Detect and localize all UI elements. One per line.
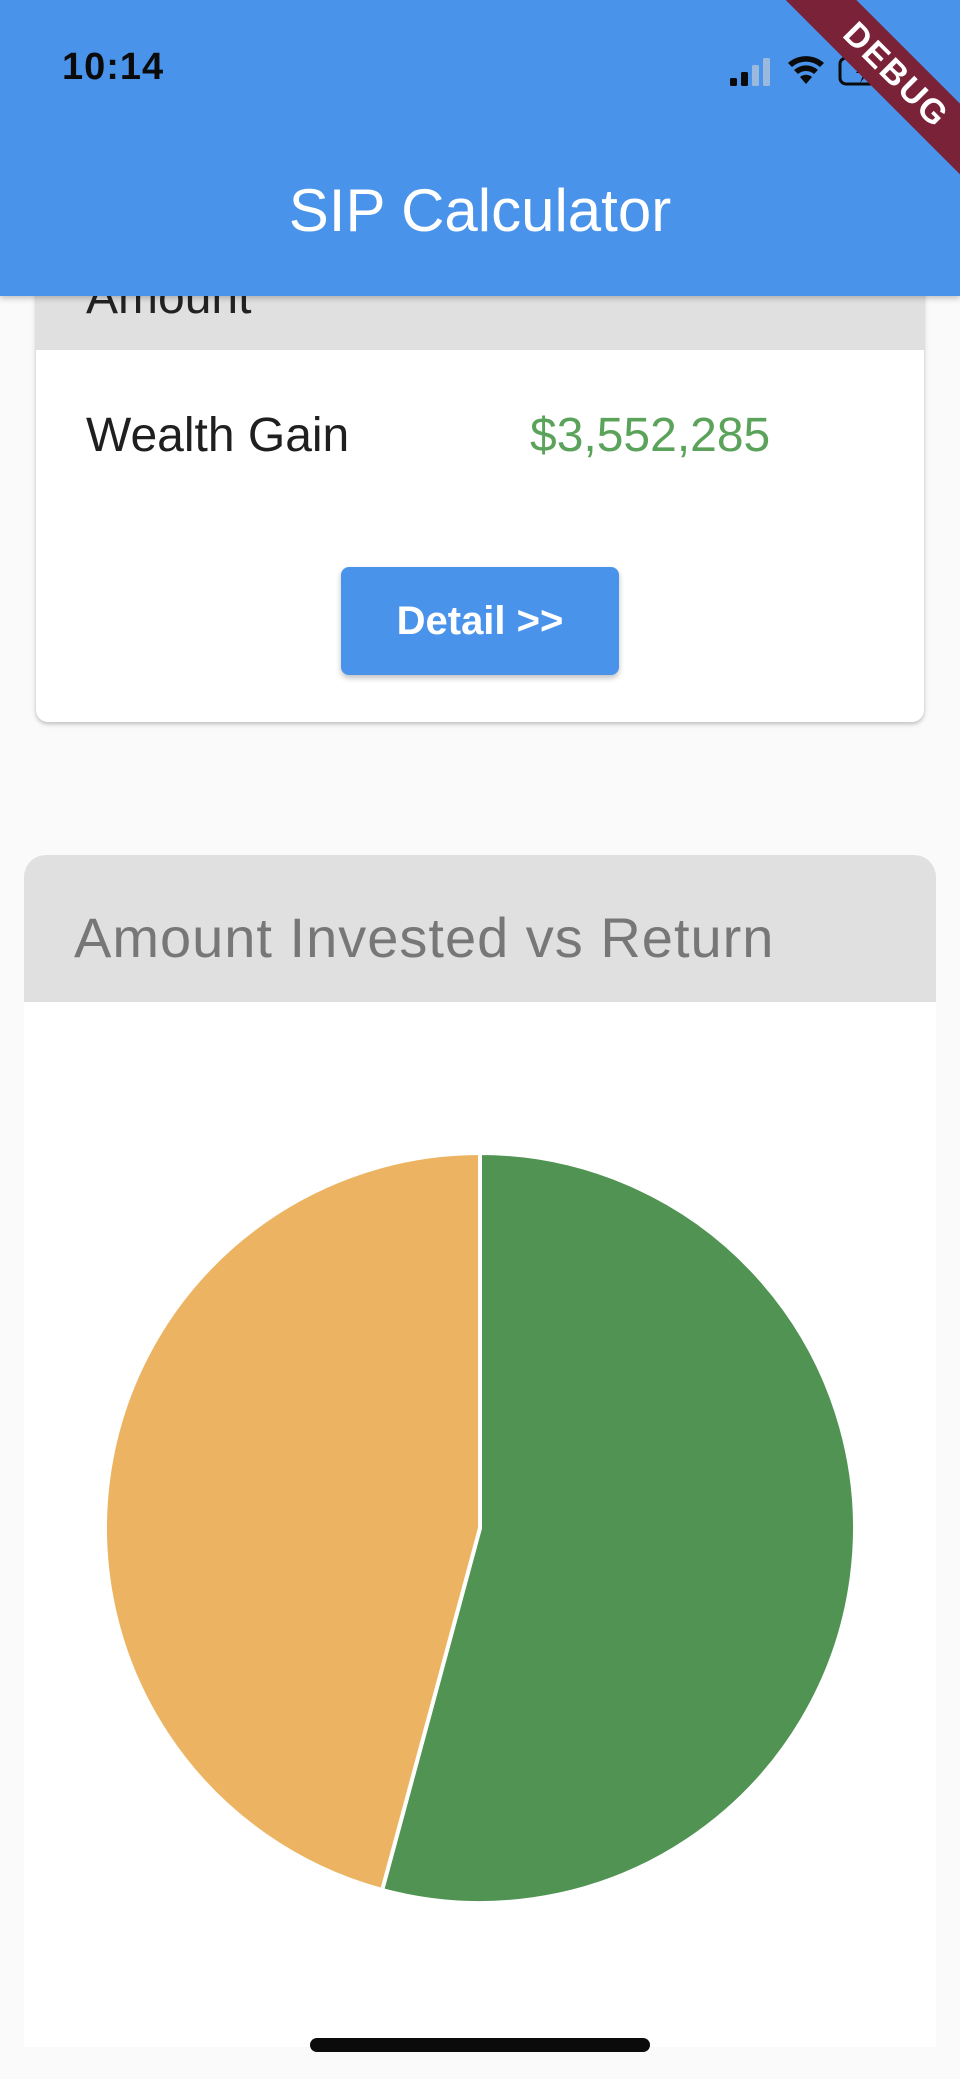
pie-chart: [103, 1151, 857, 1905]
wealth-gain-value: $3,552,285: [530, 409, 771, 462]
app-bar: 10:14 SIP Calculator: [0, 0, 960, 296]
detail-button[interactable]: Detail >>: [341, 567, 619, 675]
debug-label: DEBUG: [772, 0, 960, 199]
chart-title: Amount Invested vs Return: [74, 906, 775, 969]
status-time: 10:14: [62, 46, 165, 88]
pie-slice-2: [103, 1151, 482, 1893]
summary-card: Amount Wealth Gain $3,552,285 Detail >>: [36, 230, 924, 722]
app-title: SIP Calculator: [288, 177, 672, 244]
chart-card: Amount Invested vs Return: [24, 855, 936, 2047]
pie-slice-1: [380, 1151, 857, 1905]
debug-banner: DEBUG: [760, 0, 960, 200]
status-icons-svg: [730, 56, 897, 86]
wifi-icon: [788, 56, 824, 84]
chart-card-header: Amount Invested vs Return: [24, 855, 936, 1002]
signal-icon: [730, 58, 770, 86]
home-indicator: [310, 2038, 650, 2052]
wealth-gain-label: Wealth Gain: [86, 409, 350, 462]
status-icons: [730, 50, 920, 90]
pie-chart-area: [24, 1002, 936, 2047]
